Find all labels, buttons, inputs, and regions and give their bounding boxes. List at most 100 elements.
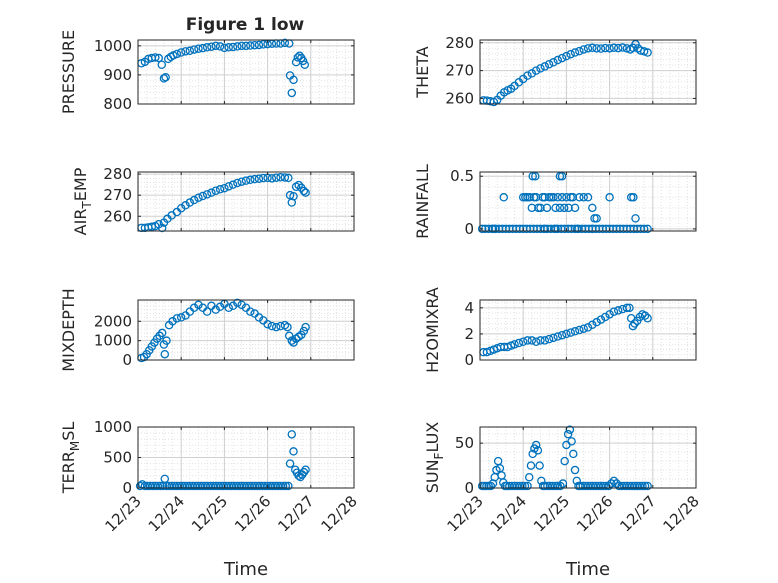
data-point: [540, 336, 550, 345]
y-axis-label: AIRTEMP: [71, 167, 94, 235]
data-point: [287, 336, 297, 345]
data-point: [194, 193, 203, 202]
data-point: [254, 40, 264, 50]
data-point: [549, 193, 558, 202]
data-point: [477, 224, 487, 234]
data-point: [609, 476, 619, 486]
data-point: [185, 46, 195, 56]
data-point: [157, 223, 167, 233]
data-point: [625, 303, 634, 313]
data-point: [605, 193, 614, 202]
y-tick-label: 900: [103, 66, 132, 84]
y-tick-label: 260: [445, 89, 474, 107]
data-point: [570, 465, 580, 475]
data-point: [631, 214, 640, 223]
data-point: [237, 177, 246, 186]
data-point: [555, 203, 565, 213]
data-point: [172, 314, 182, 323]
data-point: [640, 481, 650, 491]
data-point: [579, 193, 588, 202]
data-point: [643, 224, 652, 234]
data-point: [567, 437, 576, 446]
data-point: [220, 43, 229, 53]
y-tick-label: 0.5: [450, 167, 474, 185]
data-point: [609, 43, 619, 53]
data-point: [609, 307, 619, 316]
data-point: [181, 201, 190, 210]
subplot-pressure: 800 900 1000 PRESSURE: [59, 30, 355, 114]
series-markers: [137, 298, 310, 363]
data-point: [299, 326, 309, 336]
y-tick-label: 1000: [94, 418, 132, 436]
y-tick-label: 0: [122, 351, 132, 369]
x-tick-label: 12/24: [487, 492, 530, 535]
data-point: [527, 336, 537, 345]
axes-frame: [137, 299, 355, 361]
subplot-sun_flux: 0 50 12/23 12/24 12/25 12/26 12/27 12/28 SUNFLUX…: [423, 422, 703, 580]
data-point: [575, 325, 584, 335]
data-point: [618, 43, 627, 52]
data-point: [207, 42, 216, 51]
grid-lines: [137, 426, 355, 489]
data-point: [189, 45, 199, 54]
data-point: [553, 193, 563, 202]
data-point: [639, 47, 649, 56]
data-point: [263, 319, 272, 329]
data-point: [550, 481, 560, 491]
data-point: [523, 336, 532, 345]
data-point: [198, 43, 208, 53]
y-tick-label: 280: [103, 165, 132, 183]
data-point: [267, 321, 277, 331]
data-point: [604, 481, 613, 491]
tick-marks: [137, 40, 355, 105]
data-point: [176, 48, 186, 57]
data-point: [194, 44, 203, 53]
data-point: [278, 481, 288, 491]
data-point: [583, 323, 593, 332]
x-axis-label: Time: [223, 559, 268, 580]
data-point: [523, 71, 532, 80]
data-point: [271, 322, 281, 332]
axes-frame: [137, 39, 355, 105]
data-point: [579, 45, 588, 54]
series-markers: [479, 39, 652, 107]
subplot-h2omixra: 0 2 4 H2OMIXRA: [423, 287, 697, 373]
y-tick-label: 50: [455, 434, 474, 452]
data-point: [202, 43, 212, 52]
data-point: [287, 88, 297, 98]
data-point: [289, 75, 298, 85]
data-point: [557, 53, 567, 63]
data-point: [499, 193, 509, 202]
axes-background: [138, 172, 354, 231]
data-point: [562, 329, 571, 339]
data-point: [486, 481, 496, 491]
data-point: [601, 312, 610, 322]
data-point: [566, 49, 575, 59]
data-point: [154, 53, 163, 63]
tick-marks: [479, 427, 697, 489]
data-point: [549, 333, 558, 343]
data-point: [583, 44, 593, 53]
series-markers: [135, 430, 310, 491]
data-point: [643, 48, 652, 57]
data-point: [520, 481, 530, 491]
axes-frame: [479, 171, 697, 232]
y-axis-label: H2OMIXRA: [423, 287, 442, 373]
data-point: [211, 186, 221, 196]
series-markers: [477, 425, 652, 491]
data-point: [518, 337, 528, 346]
data-point: [531, 171, 540, 181]
data-point: [246, 307, 255, 316]
data-point: [151, 53, 160, 62]
y-tick-label: 1000: [94, 37, 132, 55]
data-point: [280, 320, 290, 330]
x-tick-label: 12/28: [660, 492, 703, 535]
axes-background: [138, 300, 354, 360]
data-point: [575, 193, 584, 202]
data-point: [572, 224, 582, 234]
y-tick-label: 270: [103, 186, 132, 204]
data-point: [569, 449, 578, 459]
tick-marks: [479, 172, 697, 231]
data-point: [540, 224, 550, 234]
